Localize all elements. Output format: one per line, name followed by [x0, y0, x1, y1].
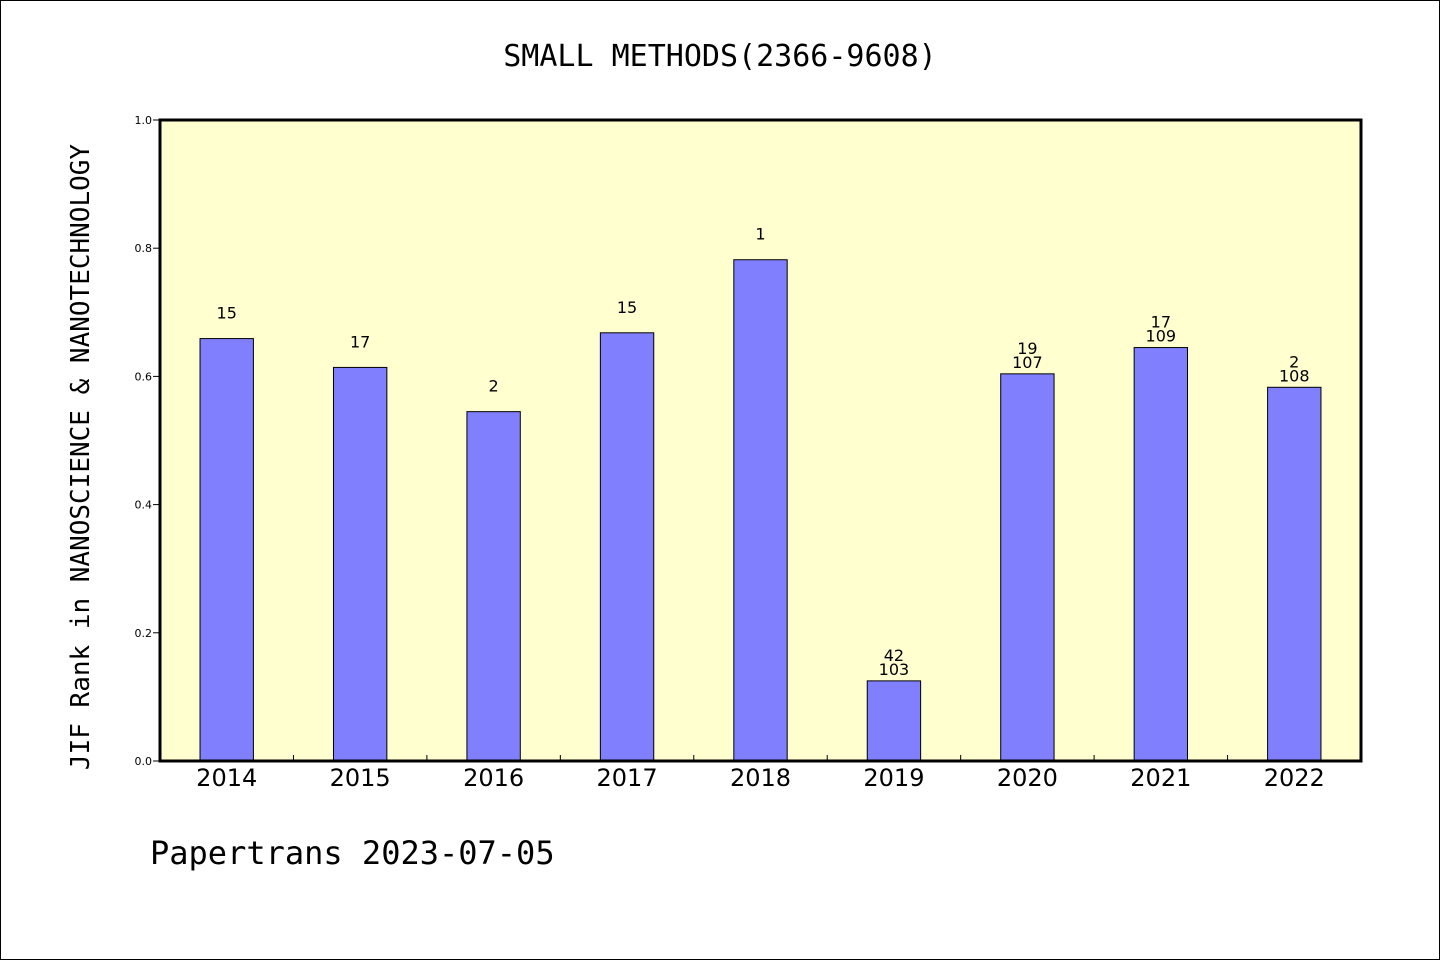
bar: [466, 411, 521, 762]
y-tick-label: 1.0: [135, 114, 153, 127]
data-label: 1: [755, 225, 765, 244]
y-tick-label: 0.8: [135, 242, 153, 255]
y-axis-label: JIF Rank in NANOSCIENCE & NANOTECHNOLOGY: [66, 144, 96, 770]
x-tick-label: 2019: [863, 764, 924, 792]
data-label: 42: [884, 646, 904, 665]
footer-credit: Papertrans 2023-07-05: [150, 834, 555, 872]
x-tick-label: 2014: [196, 764, 257, 792]
plot-border: [158, 118, 1363, 763]
data-label: 2: [1289, 352, 1299, 371]
data-label: 17: [350, 332, 370, 351]
data-label: 15: [217, 304, 237, 323]
x-tick-label: 2020: [997, 764, 1058, 792]
data-label-total: 107: [1012, 353, 1043, 372]
bar: [199, 338, 254, 762]
bar: [1000, 373, 1055, 762]
chart-title: SMALL METHODS(2366-9608): [503, 39, 936, 74]
data-label-total: 103: [879, 660, 910, 679]
y-tick-label: 0.0: [135, 755, 153, 768]
x-tick-label: 2021: [1130, 764, 1191, 792]
y-tick-label: 0.4: [135, 499, 153, 512]
x-tick-label: 2015: [330, 764, 391, 792]
bar: [599, 332, 655, 762]
x-tick-label: 2022: [1264, 764, 1325, 792]
data-label-total: 109: [1146, 327, 1177, 346]
data-label-total: 108: [1279, 366, 1310, 385]
data-label: 2: [489, 377, 499, 396]
x-tick-label: 2016: [463, 764, 524, 792]
y-tick-label: 0.6: [135, 370, 153, 383]
data-label: 17: [1151, 313, 1171, 332]
x-tick-label: 2017: [597, 764, 658, 792]
data-label: 15: [617, 298, 637, 317]
y-tick-label: 0.2: [135, 627, 153, 640]
bar: [866, 680, 922, 762]
data-label: 19: [1017, 339, 1037, 358]
bar: [733, 259, 788, 762]
x-tick-label: 2018: [730, 764, 791, 792]
bar: [1133, 347, 1189, 762]
chart-marks: 0.0 0.2 0.4 0.6 0.8 1.0 2014 15 2015 17 2016 2 2017 1…: [135, 114, 1363, 792]
bar: [1267, 386, 1322, 762]
bar: [332, 366, 388, 762]
